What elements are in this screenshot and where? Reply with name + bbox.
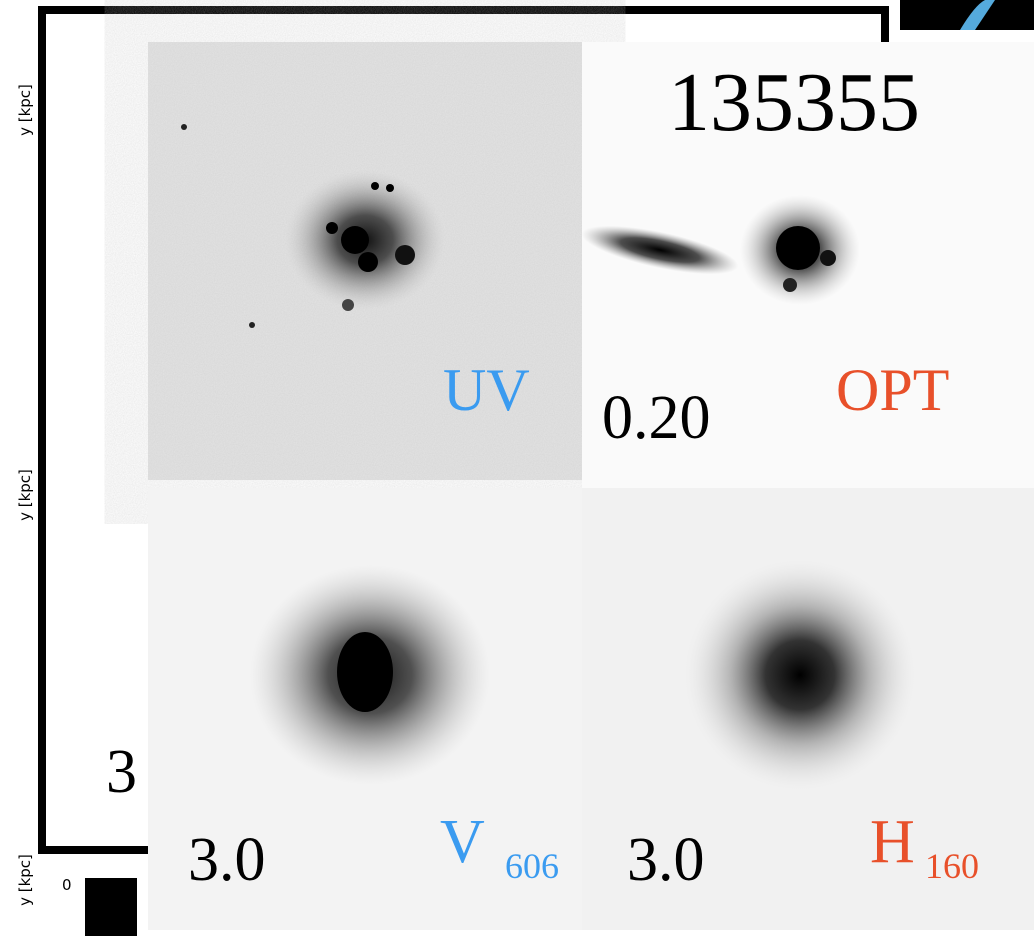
value-label: 3.0 bbox=[188, 826, 266, 894]
corner-color bbox=[960, 0, 995, 30]
band-label: UV bbox=[443, 357, 530, 423]
partial-number: 3 bbox=[106, 738, 137, 806]
panel-bottom-left bbox=[148, 488, 582, 930]
axis-label: y [kpc] bbox=[16, 84, 34, 136]
value-label: 0.20 bbox=[602, 384, 711, 452]
object-id: 135355 bbox=[668, 56, 920, 149]
panel-top-left bbox=[148, 42, 582, 480]
band-subscript: 606 bbox=[505, 846, 559, 886]
band-subscript: 160 bbox=[925, 846, 979, 886]
band-label: H bbox=[870, 808, 915, 876]
tick-label: 0 bbox=[62, 876, 72, 894]
corner-box bbox=[85, 878, 137, 936]
value-label: 3.0 bbox=[627, 826, 705, 894]
axis-label: y [kpc] bbox=[16, 469, 34, 521]
band-label: OPT bbox=[836, 357, 949, 423]
axis-label: y [kpc] bbox=[16, 854, 34, 906]
band-label: V bbox=[440, 808, 485, 876]
panel-bottom-right bbox=[582, 488, 1034, 930]
panel-top-right bbox=[581, 42, 1034, 488]
